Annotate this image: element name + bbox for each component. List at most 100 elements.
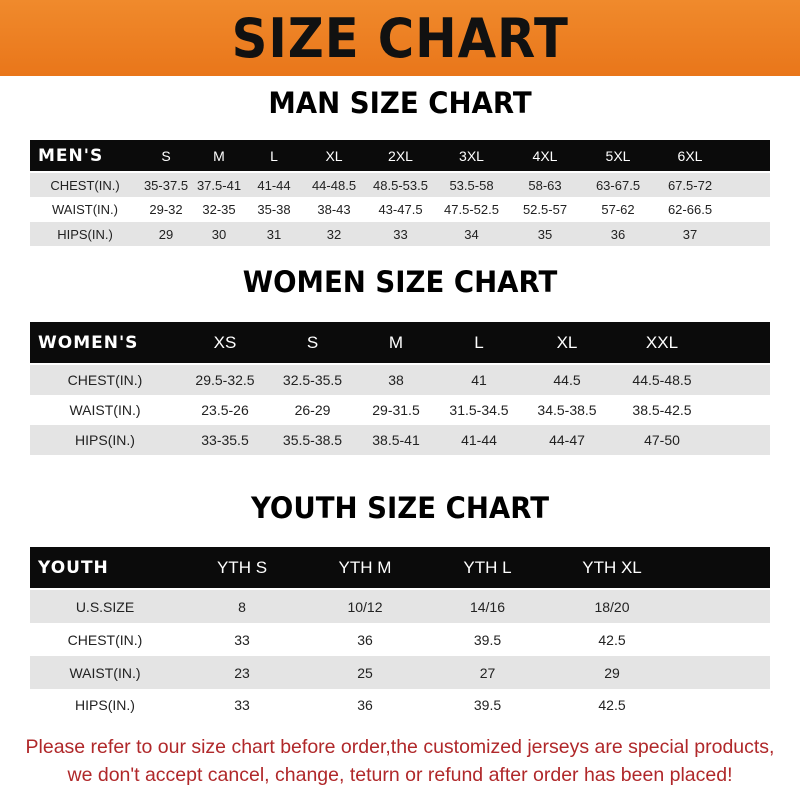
row-label: WAIST(IN.): [52, 202, 118, 217]
table-cell: 29.5-32.5: [195, 372, 255, 388]
women-size-chart-title: WOMEN SIZE CHART: [242, 265, 558, 299]
table-cell: 32: [326, 226, 342, 242]
table-row: U.S.SIZE 8 10/12 14/16 18/20: [30, 590, 770, 623]
table-cell: 36: [610, 226, 626, 242]
table-header-label: YOUTH: [38, 557, 109, 578]
table-cell: 32.5-35.5: [282, 372, 343, 388]
table-cell: 34: [464, 226, 479, 242]
table-cell: 18/20: [594, 598, 630, 615]
table-cell: 44-47: [549, 432, 585, 448]
table-header-label: WOMEN'S: [38, 332, 139, 353]
size-column-header: 4XL: [532, 147, 558, 164]
table-cell: 37: [682, 226, 698, 242]
row-label: WAIST(IN.): [69, 402, 141, 418]
header-banner: SIZE CHART: [0, 0, 800, 76]
table-row: HIPS(IN.) 29 30 31 32 33 34 35 36 37: [30, 222, 770, 246]
table-header-row: YOUTH YTH S YTH M YTH L YTH XL: [30, 547, 770, 588]
size-column-header: 6XL: [677, 147, 703, 164]
row-label: U.S.SIZE: [75, 598, 135, 615]
size-column-header: XL: [325, 147, 343, 164]
women-size-table: WOMEN'S XS S M L XL XXL CHEST(IN.) 29.5-32.5 32.5…: [30, 322, 770, 455]
table-cell: 43-47.5: [378, 202, 423, 217]
table-cell: 29-31.5: [372, 402, 420, 418]
table-row: WAIST(IN.) 23 25 27 29: [30, 656, 770, 689]
disclaimer-line-1: Please refer to our size chart before or…: [25, 736, 775, 758]
youth-size-chart-title: YOUTH SIZE CHART: [250, 491, 550, 525]
size-column-header: YTH L: [463, 557, 512, 577]
table-cell: 52.5-57: [522, 202, 568, 217]
table-cell: 37.5-41: [196, 177, 242, 193]
table-cell: 41-44: [461, 432, 497, 448]
table-row: CHEST(IN.) 29.5-32.5 32.5-35.5 38 41 44.5 44.5…: [30, 365, 770, 395]
table-cell: 23: [234, 664, 250, 681]
table-cell: 62-66.5: [667, 202, 713, 217]
table-cell: 47.5-52.5: [444, 202, 499, 217]
table-cell: 33: [234, 696, 250, 713]
row-label: HIPS(IN.): [57, 226, 113, 242]
table-cell: 30: [211, 226, 227, 242]
disclaimer-line-2: we don't accept cancel, change, teturn o…: [67, 764, 733, 786]
size-column-header: 3XL: [459, 147, 484, 164]
table-cell: 63-67.5: [595, 177, 641, 193]
table-cell: 35-38: [257, 202, 291, 217]
table-cell: 44-48.5: [311, 177, 357, 193]
table-row: HIPS(IN.) 33-35.5 35.5-38.5 38.5-41 41-44 44-…: [30, 425, 770, 455]
size-column-header: XL: [556, 332, 578, 352]
table-cell: 25: [357, 664, 373, 681]
table-row: CHEST(IN.) 35-37.5 37.5-41 41-44 44-48.5 48.5…: [30, 173, 770, 197]
disclaimer-note: Please refer to our size chart before or…: [0, 733, 800, 789]
row-label: CHEST(IN.): [50, 177, 120, 193]
size-column-header: YTH XL: [582, 557, 642, 577]
table-cell: 29-32: [149, 202, 183, 217]
table-cell: 41-44: [257, 177, 291, 193]
table-cell: 29: [604, 664, 620, 681]
table-cell: 10/12: [347, 598, 383, 615]
row-label: HIPS(IN.): [75, 432, 135, 448]
table-cell: 33-35.5: [201, 432, 249, 448]
youth-size-table: YOUTH YTH S YTH M YTH L YTH XL U.S.SIZE 8 10/12…: [30, 547, 770, 720]
table-cell: 33: [393, 226, 408, 242]
table-cell: 36: [357, 696, 373, 713]
table-cell: 48.5-53.5: [373, 177, 428, 193]
table-cell: 38-43: [317, 202, 351, 217]
table-cell: 35.5-38.5: [282, 432, 343, 448]
table-cell: 58-63: [528, 177, 562, 193]
table-header-row: MEN'S S M L XL 2XL 3XL 4XL 5XL 6XL: [30, 140, 770, 171]
table-cell: 57-62: [601, 202, 635, 217]
size-column-header: L: [474, 332, 484, 352]
table-cell: 42.5: [598, 696, 626, 713]
row-label: CHEST(IN.): [67, 372, 143, 388]
table-cell: 67.5-72: [667, 177, 713, 193]
table-row: WAIST(IN.) 23.5-26 26-29 29-31.5 31.5-34.5 34…: [30, 395, 770, 425]
size-column-header: M: [388, 332, 404, 352]
table-cell: 41: [471, 372, 487, 388]
table-cell: 47-50: [644, 432, 680, 448]
table-cell: 44.5-48.5: [632, 372, 692, 388]
men-size-table: MEN'S S M L XL 2XL 3XL 4XL 5XL 6XL CHEST(IN.) 35-37…: [30, 140, 770, 246]
table-cell: 26-29: [294, 402, 331, 418]
size-column-header: XXL: [645, 332, 679, 352]
table-cell: 31.5-34.5: [449, 402, 509, 418]
table-cell: 38: [388, 372, 404, 388]
table-cell: 44.5: [553, 372, 581, 388]
table-cell: 42.5: [598, 631, 626, 648]
main-title: SIZE CHART: [231, 6, 569, 70]
table-cell: 34.5-38.5: [537, 402, 597, 418]
size-column-header: YTH S: [216, 557, 268, 577]
table-cell: 39.5: [473, 696, 502, 713]
table-cell: 38.5-41: [372, 432, 420, 448]
table-cell: 27: [479, 664, 496, 681]
table-cell: 39.5: [473, 631, 502, 648]
table-cell: 31: [266, 226, 282, 242]
table-cell: 32-35: [202, 202, 236, 217]
size-column-header: S: [161, 147, 171, 164]
row-label: HIPS(IN.): [75, 696, 135, 713]
table-cell: 23.5-26: [201, 402, 249, 418]
size-column-header: YTH M: [338, 557, 392, 577]
table-cell: 33: [234, 631, 250, 648]
table-cell: 8: [238, 598, 246, 615]
table-cell: 38.5-42.5: [632, 402, 692, 418]
table-cell: 35: [537, 226, 553, 242]
table-cell: 35-37.5: [143, 177, 189, 193]
table-cell: 36: [357, 631, 373, 648]
